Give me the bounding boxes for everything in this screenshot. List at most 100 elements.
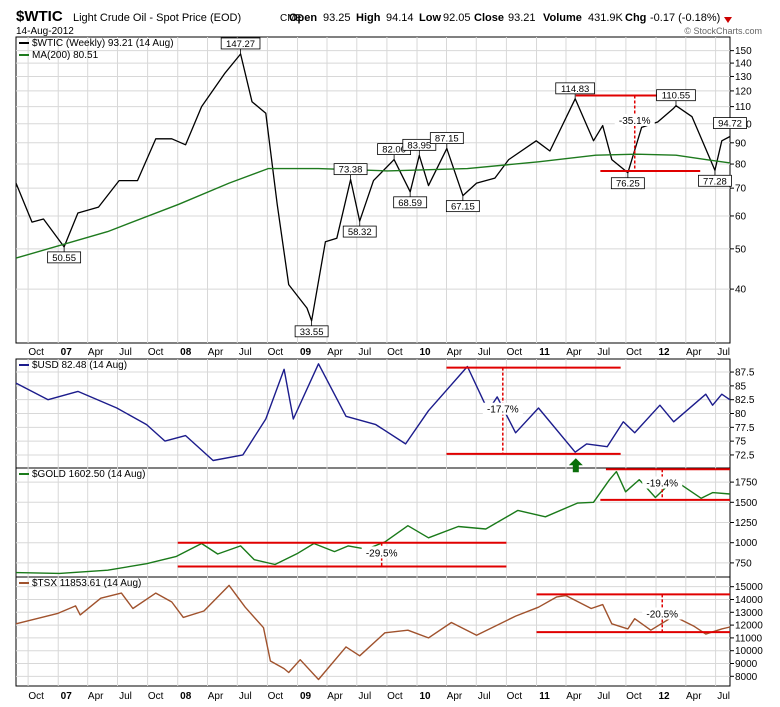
open-value: 93.25 xyxy=(323,12,351,24)
x-tick-label: Oct xyxy=(626,347,642,358)
y-tick-label: 13000 xyxy=(735,608,763,619)
price-label-box xyxy=(698,174,732,187)
legend-entry: $USD 82.48 (14 Aug) xyxy=(32,360,127,371)
x-tick-label: Apr xyxy=(88,691,104,702)
exchange-label: CME xyxy=(280,13,303,24)
x-tick-label: Oct xyxy=(507,691,523,702)
close-label: Close xyxy=(474,12,504,24)
x-tick-label: Oct xyxy=(626,691,642,702)
y-tick-label: 87.5 xyxy=(735,368,755,379)
high-value: 94.14 xyxy=(386,12,414,24)
y-tick-label: 10000 xyxy=(735,646,763,657)
y-tick-label: 72.5 xyxy=(735,450,755,461)
x-tick-label: Apr xyxy=(447,347,463,358)
x-tick-label: Oct xyxy=(387,691,403,702)
price-label: 94.72 xyxy=(718,119,742,130)
y-tick-label: 8000 xyxy=(735,672,758,683)
x-tick-label: Oct xyxy=(148,347,164,358)
x-tick-label: Oct xyxy=(268,347,284,358)
x-tick-label: Jul xyxy=(119,347,132,358)
x-tick-label: Jul xyxy=(597,691,610,702)
price-label-box xyxy=(445,200,480,213)
x-tick-label: Jul xyxy=(239,347,252,358)
y-tick-label: 9000 xyxy=(735,659,758,670)
x-tick-label: Oct xyxy=(148,691,164,702)
quote-summary: Open 93.25 High 94.14 Low 92.05 Close 93… xyxy=(289,12,720,24)
y-tick-label: 77.5 xyxy=(735,423,755,434)
y-tick-label: 1000 xyxy=(735,538,758,549)
y-tick-label: 120 xyxy=(735,86,752,97)
chg-down-icon xyxy=(724,17,732,23)
x-tick-label: 09 xyxy=(300,691,312,702)
legend-entry: MA(200) 80.51 xyxy=(32,50,99,61)
y-tick-label: 75 xyxy=(735,437,747,448)
chg-label: Chg xyxy=(625,12,646,24)
price-label-box xyxy=(47,251,82,264)
x-tick-label: 10 xyxy=(419,691,431,702)
price-label: 147.27 xyxy=(226,39,255,50)
up-arrow-icon xyxy=(568,458,583,473)
close-value: 93.21 xyxy=(508,12,536,24)
x-tick-label: Oct xyxy=(507,347,523,358)
volume-value: 431.9K xyxy=(588,12,624,24)
x-tick-label: Apr xyxy=(566,347,582,358)
price-label: 114.83 xyxy=(561,84,589,95)
x-tick-label: 09 xyxy=(300,347,312,358)
x-tick-label: Apr xyxy=(88,347,104,358)
x-tick-label: Apr xyxy=(686,347,702,358)
x-tick-label: Oct xyxy=(28,691,44,702)
annotation-percent-label: -19.4% xyxy=(646,479,678,490)
x-tick-label: 07 xyxy=(61,691,73,702)
x-tick-label: Apr xyxy=(327,691,343,702)
x-tick-label: Jul xyxy=(478,347,491,358)
volume-label: Volume xyxy=(543,12,582,24)
x-tick-label: Jul xyxy=(478,691,491,702)
price-label: 73.38 xyxy=(339,165,363,176)
chg-value: -0.17 (-0.18%) xyxy=(650,12,720,24)
annotation-percent-label: -29.5% xyxy=(366,548,398,559)
high-label: High xyxy=(356,12,381,24)
x-tick-label: Jul xyxy=(358,691,371,702)
panel-gold: 750 1000 1250 1500 1750 -29.5% -19.4% $GOLD 160… xyxy=(15,468,758,577)
y-tick-label: 12000 xyxy=(735,621,763,632)
low-value: 92.05 xyxy=(443,12,471,24)
price-label: 50.55 xyxy=(52,253,76,264)
price-label-box xyxy=(333,163,368,176)
annotation-percent-label: -20.5% xyxy=(646,609,678,620)
panel-usd: 72.5 75 77.5 80 82.5 85 87.5 -17.7% $USD 82.48 (… xyxy=(15,359,755,473)
series-line-wtic-0 xyxy=(15,53,731,322)
price-label: 68.59 xyxy=(398,198,422,209)
y-tick-label: 80 xyxy=(735,160,747,171)
y-tick-label: 11000 xyxy=(735,633,763,644)
x-tick-label: Oct xyxy=(268,691,284,702)
x-tick-label: 10 xyxy=(419,347,431,358)
price-label-box xyxy=(294,325,329,338)
x-tick-label: Apr xyxy=(208,347,224,358)
x-tick-label: 08 xyxy=(180,691,192,702)
price-label-box xyxy=(656,89,696,102)
x-tick-label: 11 xyxy=(539,347,550,358)
x-axis-top: Oct 07 Apr Jul Oct 08 Apr Jul Oct 09 Apr Jul Oct 10 Ap… xyxy=(28,347,730,358)
price-label: 83.95 xyxy=(407,140,431,151)
price-label: 58.32 xyxy=(348,227,372,238)
y-tick-label: 110 xyxy=(735,102,751,113)
annotation-percent-label: -17.7% xyxy=(487,405,519,416)
y-tick-label: 150 xyxy=(735,46,752,57)
series-line-wtic-1 xyxy=(15,153,731,259)
x-tick-label: 12 xyxy=(658,347,670,358)
x-tick-label: Apr xyxy=(566,691,582,702)
price-label-box xyxy=(342,225,377,238)
x-tick-label: Oct xyxy=(28,347,44,358)
y-tick-label: 14000 xyxy=(735,595,763,606)
annotation-text-bg xyxy=(361,546,402,559)
y-tick-label: 750 xyxy=(735,558,752,569)
y-tick-label: 60 xyxy=(735,211,747,222)
y-tick-label: 140 xyxy=(735,59,752,70)
low-label: Low xyxy=(419,12,441,24)
x-tick-label: Oct xyxy=(387,347,403,358)
x-tick-label: Apr xyxy=(208,691,224,702)
annotation-percent-label: -35.1% xyxy=(619,116,651,127)
price-label-box xyxy=(402,138,437,151)
